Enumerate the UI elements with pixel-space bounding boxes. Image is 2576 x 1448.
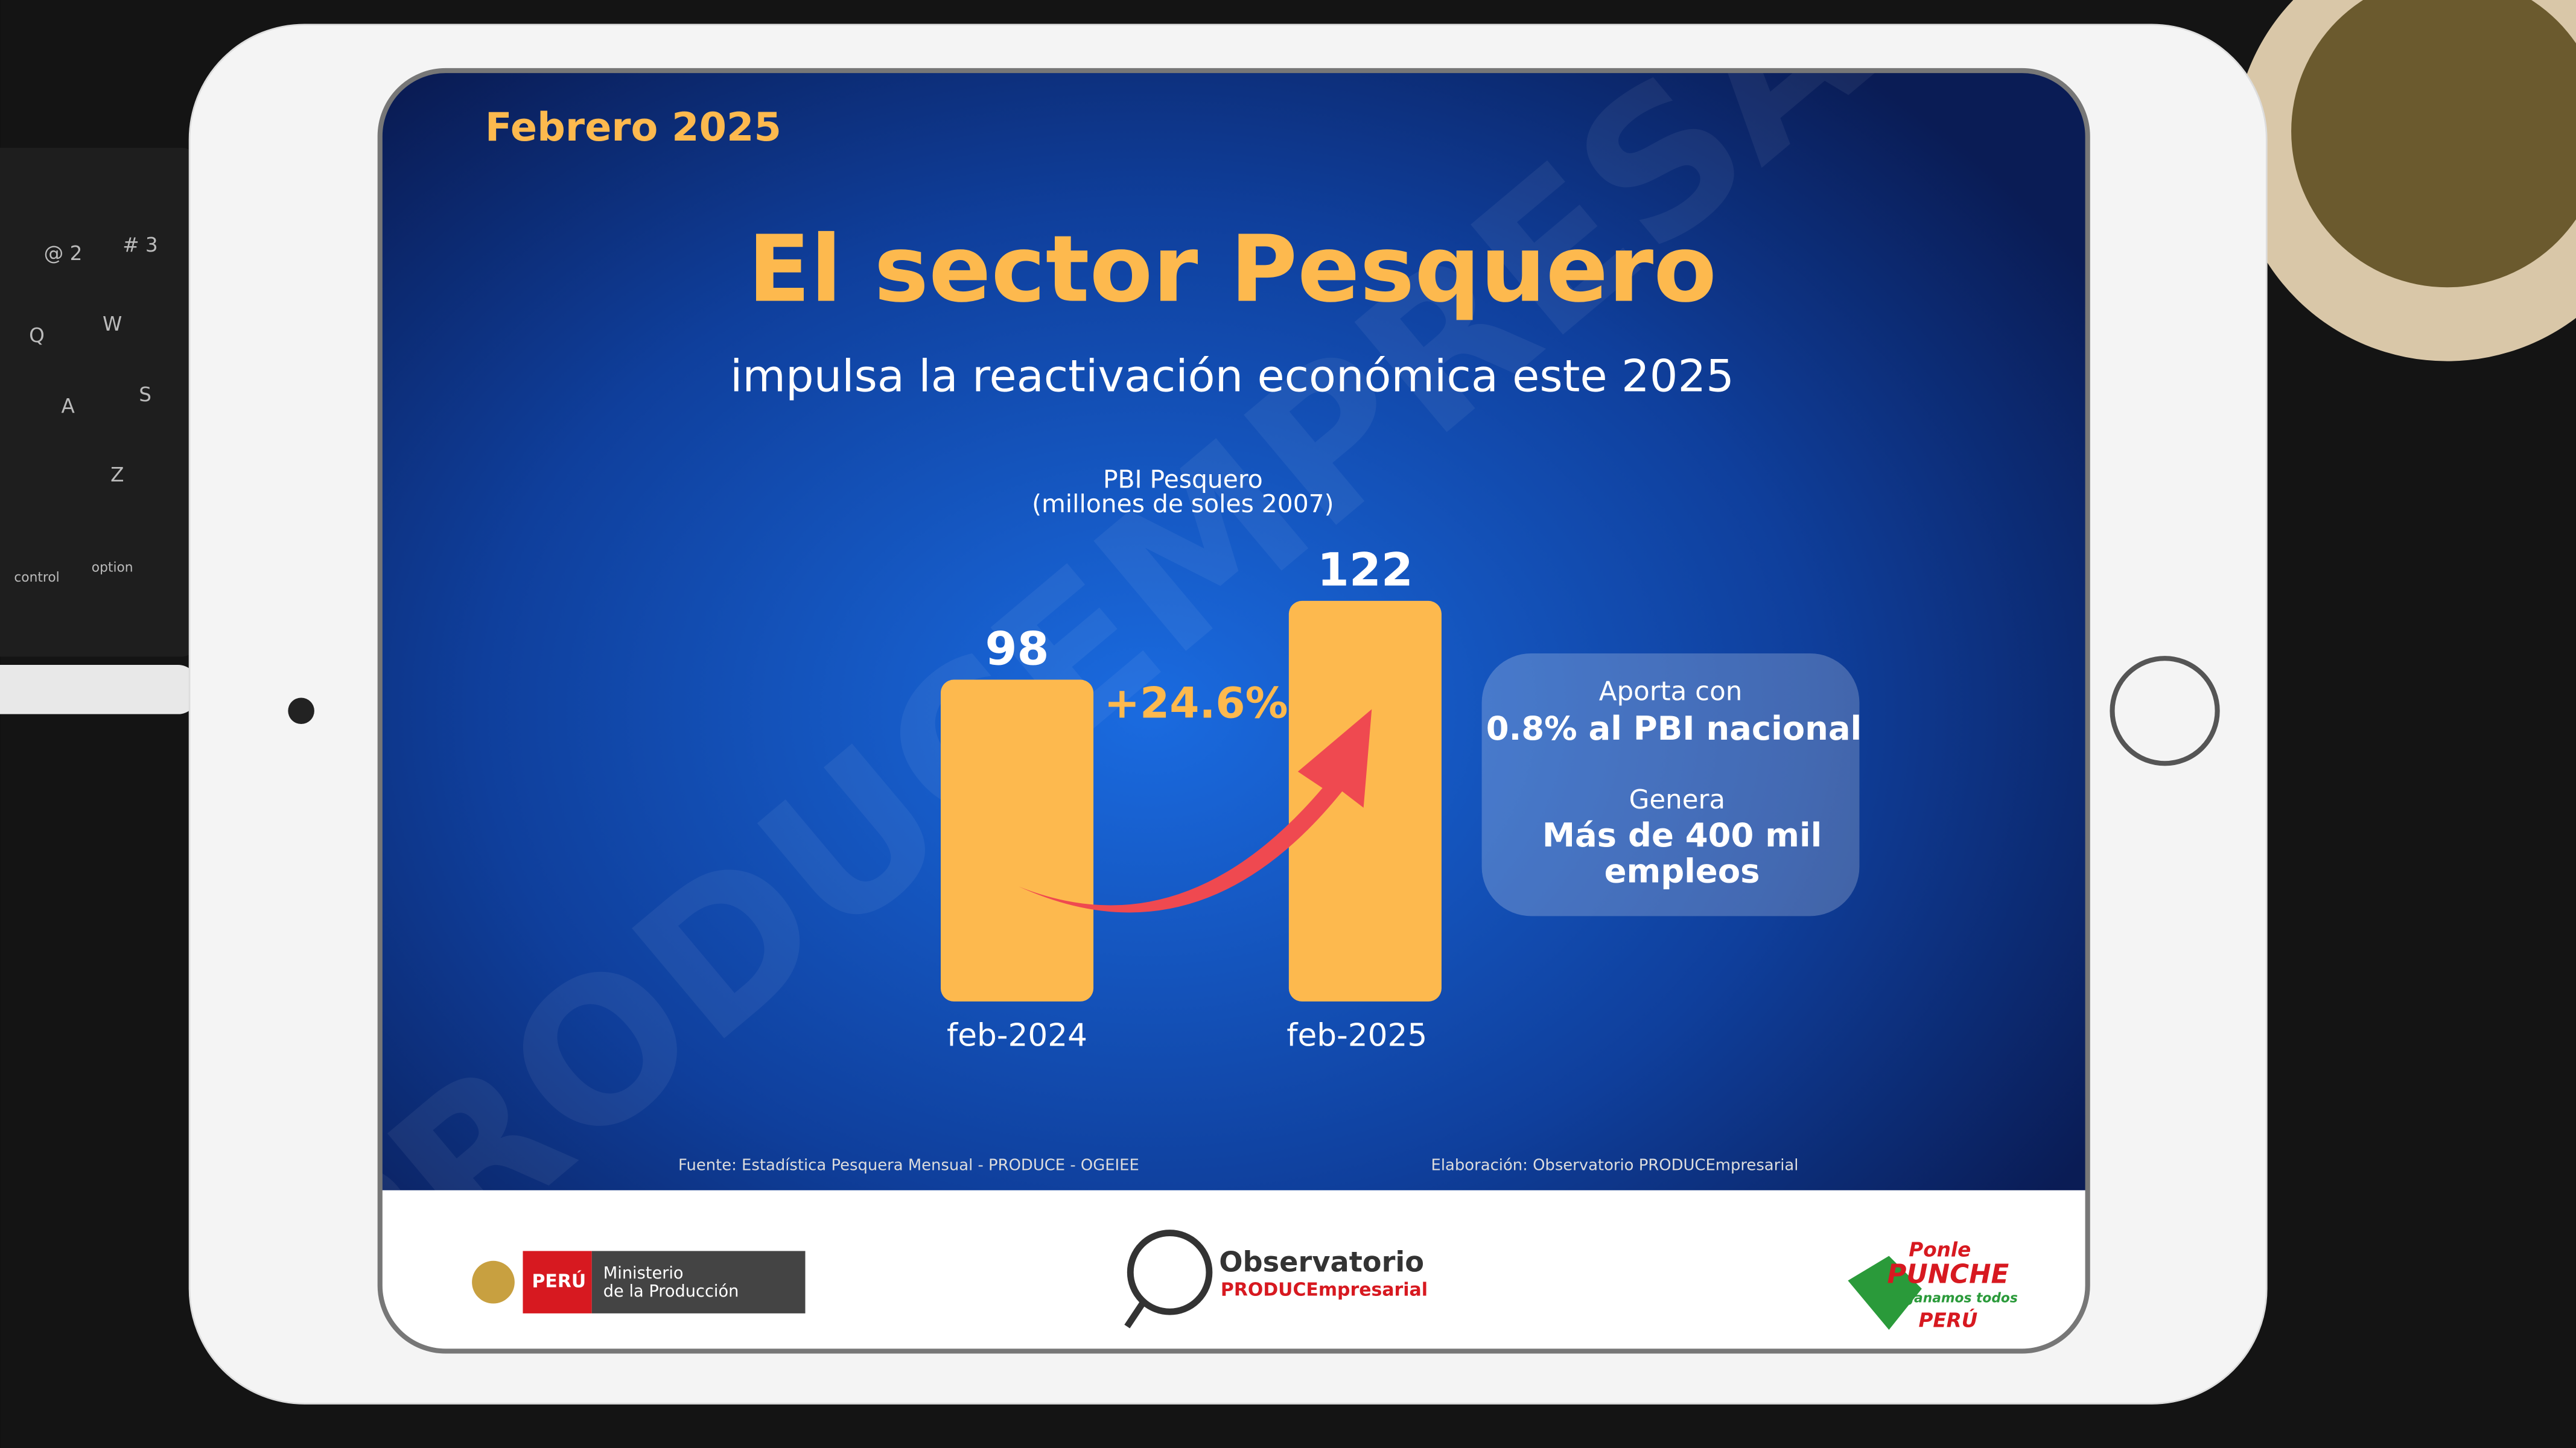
logo-observatorio: Observatorio xyxy=(1219,1246,1424,1278)
source-note: Fuente: Estadística Pesquera Mensual - P… xyxy=(678,1156,1139,1174)
info-text: Más de 400 mil xyxy=(1542,816,1822,854)
screen-bg xyxy=(380,71,2088,1351)
screen: PRODUCEMPRESARIO xyxy=(380,71,2088,1351)
bar xyxy=(940,679,1094,1002)
value-label: 98 xyxy=(985,621,1049,675)
key-label: S xyxy=(139,383,151,406)
key-label: # 3 xyxy=(122,233,157,256)
cactus xyxy=(2291,0,2576,288)
info-text: Genera xyxy=(1629,785,1725,815)
axis-title: PBI Pesquero xyxy=(1103,465,1263,494)
info-box xyxy=(1481,653,1860,916)
key-label: W xyxy=(103,313,122,335)
category-label: feb-2025 xyxy=(1286,1018,1427,1054)
key-label: @ 2 xyxy=(44,242,83,265)
keyboard xyxy=(0,147,198,657)
logo-punche: PERÚ xyxy=(1918,1308,1977,1332)
logo-punche: y ganamos todos xyxy=(1892,1291,2018,1306)
home-button xyxy=(2110,656,2220,766)
peru-flag xyxy=(523,1251,592,1313)
pencil xyxy=(0,665,198,714)
screen-border xyxy=(377,68,2090,1354)
ministry-bar xyxy=(591,1251,806,1313)
observatorio-icon-handle xyxy=(1124,1300,1146,1329)
category-label: feb-2024 xyxy=(947,1018,1087,1054)
punche-map xyxy=(1848,1256,1922,1330)
key-label: A xyxy=(62,395,75,418)
chart-subtitle: impulsa la reactivación económica este 2… xyxy=(730,351,1734,402)
logo-ministry: de la Producción xyxy=(603,1282,739,1301)
observatorio-icon xyxy=(1127,1230,1213,1315)
key-label: Q xyxy=(29,324,45,347)
key-label: Z xyxy=(110,463,124,486)
logo-ministry: Ministerio xyxy=(603,1264,684,1283)
date-label: Febrero 2025 xyxy=(485,104,781,150)
chart-title: El sector Pesquero xyxy=(748,216,1717,323)
key-label: control xyxy=(14,570,59,585)
info-text: Aporta con xyxy=(1599,676,1743,707)
info-text: empleos xyxy=(1604,852,1760,891)
camera xyxy=(288,697,314,724)
value-label: 122 xyxy=(1317,543,1413,597)
bar xyxy=(1288,600,1442,1002)
info-text: 0.8% al PBI nacional xyxy=(1486,709,1862,748)
growth-annotation: +24.6% xyxy=(1104,678,1288,728)
coat-of-arms xyxy=(472,1260,515,1304)
axis-title: (millones de soles 2007) xyxy=(1032,489,1334,518)
key-label: option xyxy=(92,560,133,575)
logo-peru: PERÚ xyxy=(532,1270,586,1292)
logo-punche: PUNCHE xyxy=(1887,1259,2009,1289)
logo-punche: Ponle xyxy=(1909,1238,1971,1261)
credit-note: Elaboración: Observatorio PRODUCEmpresar… xyxy=(1431,1156,1799,1174)
logo-observatorio-sub: PRODUCEmpresarial xyxy=(1221,1279,1428,1300)
